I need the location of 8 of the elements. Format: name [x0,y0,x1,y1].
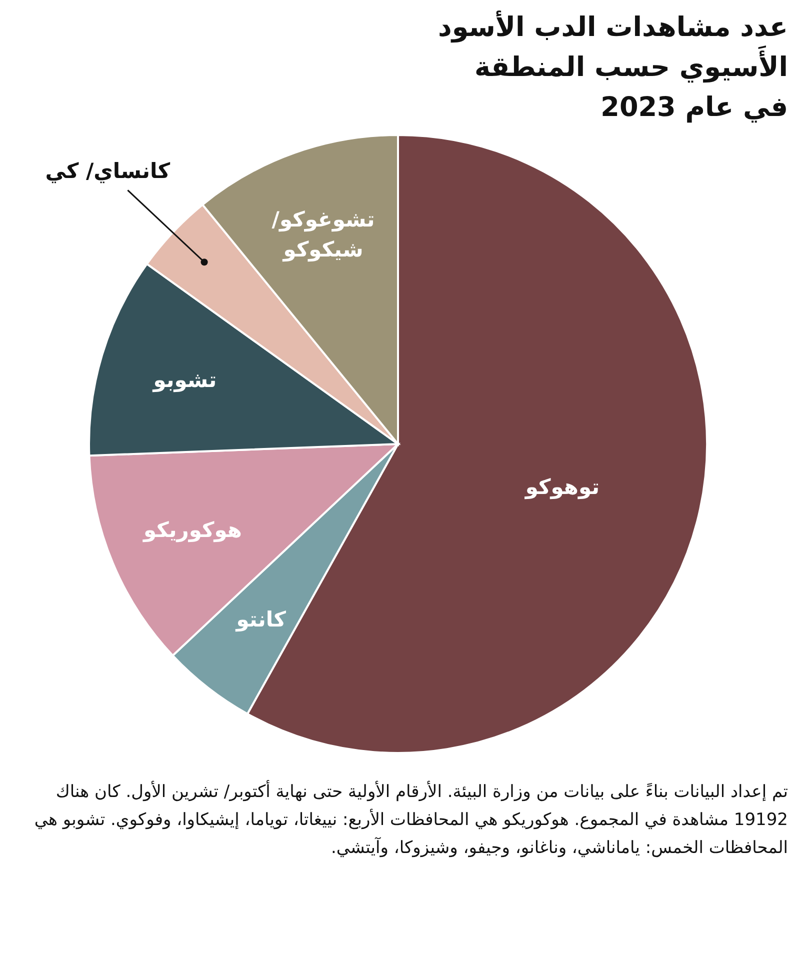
slice-label: كانتو [235,607,287,632]
slice-label: كانساي/ كي [45,159,171,184]
slice-label: تشوبو [152,368,217,393]
slice-label: تشوغوكو/ شيكوكو [272,207,375,262]
slice-label: هوكوريكو [142,518,242,543]
slice-label: توهوكو [524,474,600,500]
text: تم إعداد البيانات بناءً على بيانات من وزارة البيئة. الأرقام الأولية حتى نهاية أكتوبر/ تشرين الأول. كان هناك 19192 مشاهدة في المجموع. هوكوريكو هي المحافظات الأربع: نييغاتا، توياما، إيشيكاوا، وفوكوي. تشوبو هي المحافظات الخمس: ياماناشي، وناغانو، وجيفو، وشيزوكا، وآيتشي. [33,779,788,860]
chart-title: عدد مشاهدات الدب الأسود الأَسيوي حسب المنطقة في عام 2023 [437,10,788,125]
